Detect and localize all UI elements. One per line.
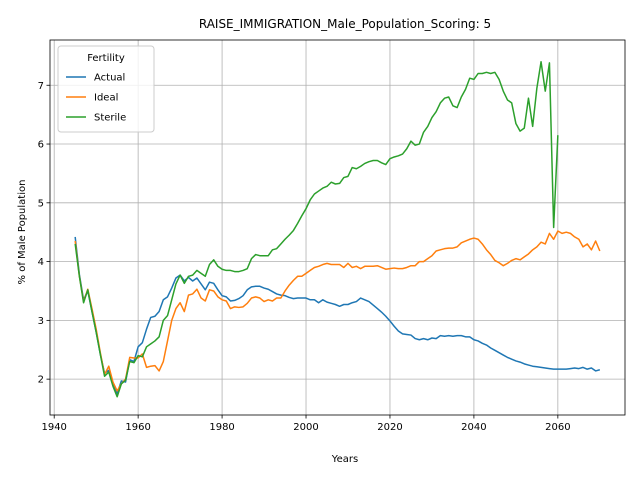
series-line-sterile <box>74 61 559 398</box>
legend-items: Actual Ideal Sterile <box>66 73 126 124</box>
x-axis-label: Years <box>331 454 358 465</box>
legend: Fertility Actual Ideal Sterile <box>57 45 155 133</box>
legend-label-sterile: Sterile <box>94 113 126 124</box>
x-tick-label: 1980 <box>209 422 234 433</box>
y-tick-label: 2 <box>38 375 44 386</box>
plot-area: 1940 1960 1980 2000 2020 2040 2060 2 3 4 5 6 7 <box>38 39 626 433</box>
x-tick-label: 2000 <box>293 422 318 433</box>
y-tick-label: 5 <box>38 198 44 209</box>
legend-title: Fertility <box>87 53 125 64</box>
x-tick-label: 1940 <box>41 422 66 433</box>
y-tick-label: 3 <box>38 316 44 327</box>
series-line-actual <box>74 236 601 395</box>
legend-label-ideal: Ideal <box>94 93 118 104</box>
series-line-ideal <box>74 230 601 392</box>
x-tick-label: 2020 <box>377 422 402 433</box>
x-tick-label: 2060 <box>545 422 570 433</box>
grid <box>50 40 625 415</box>
legend-box <box>57 45 155 133</box>
y-tick-label: 4 <box>38 257 44 268</box>
chart-title: RAISE_IMMIGRATION_Male_Population_Scorin… <box>199 17 491 31</box>
x-tick-label: 1960 <box>125 422 150 433</box>
axes-frame <box>49 39 626 416</box>
legend-label-actual: Actual <box>94 73 125 84</box>
y-axis-label: % of Male Population <box>17 180 28 285</box>
y-tick-label: 7 <box>38 81 44 92</box>
x-tick-label: 2040 <box>461 422 486 433</box>
y-tick-label: 6 <box>38 140 44 151</box>
ticks: 1940 1960 1980 2000 2020 2040 2060 2 3 4 5 6 7 <box>38 81 571 433</box>
series-lines <box>74 61 601 398</box>
